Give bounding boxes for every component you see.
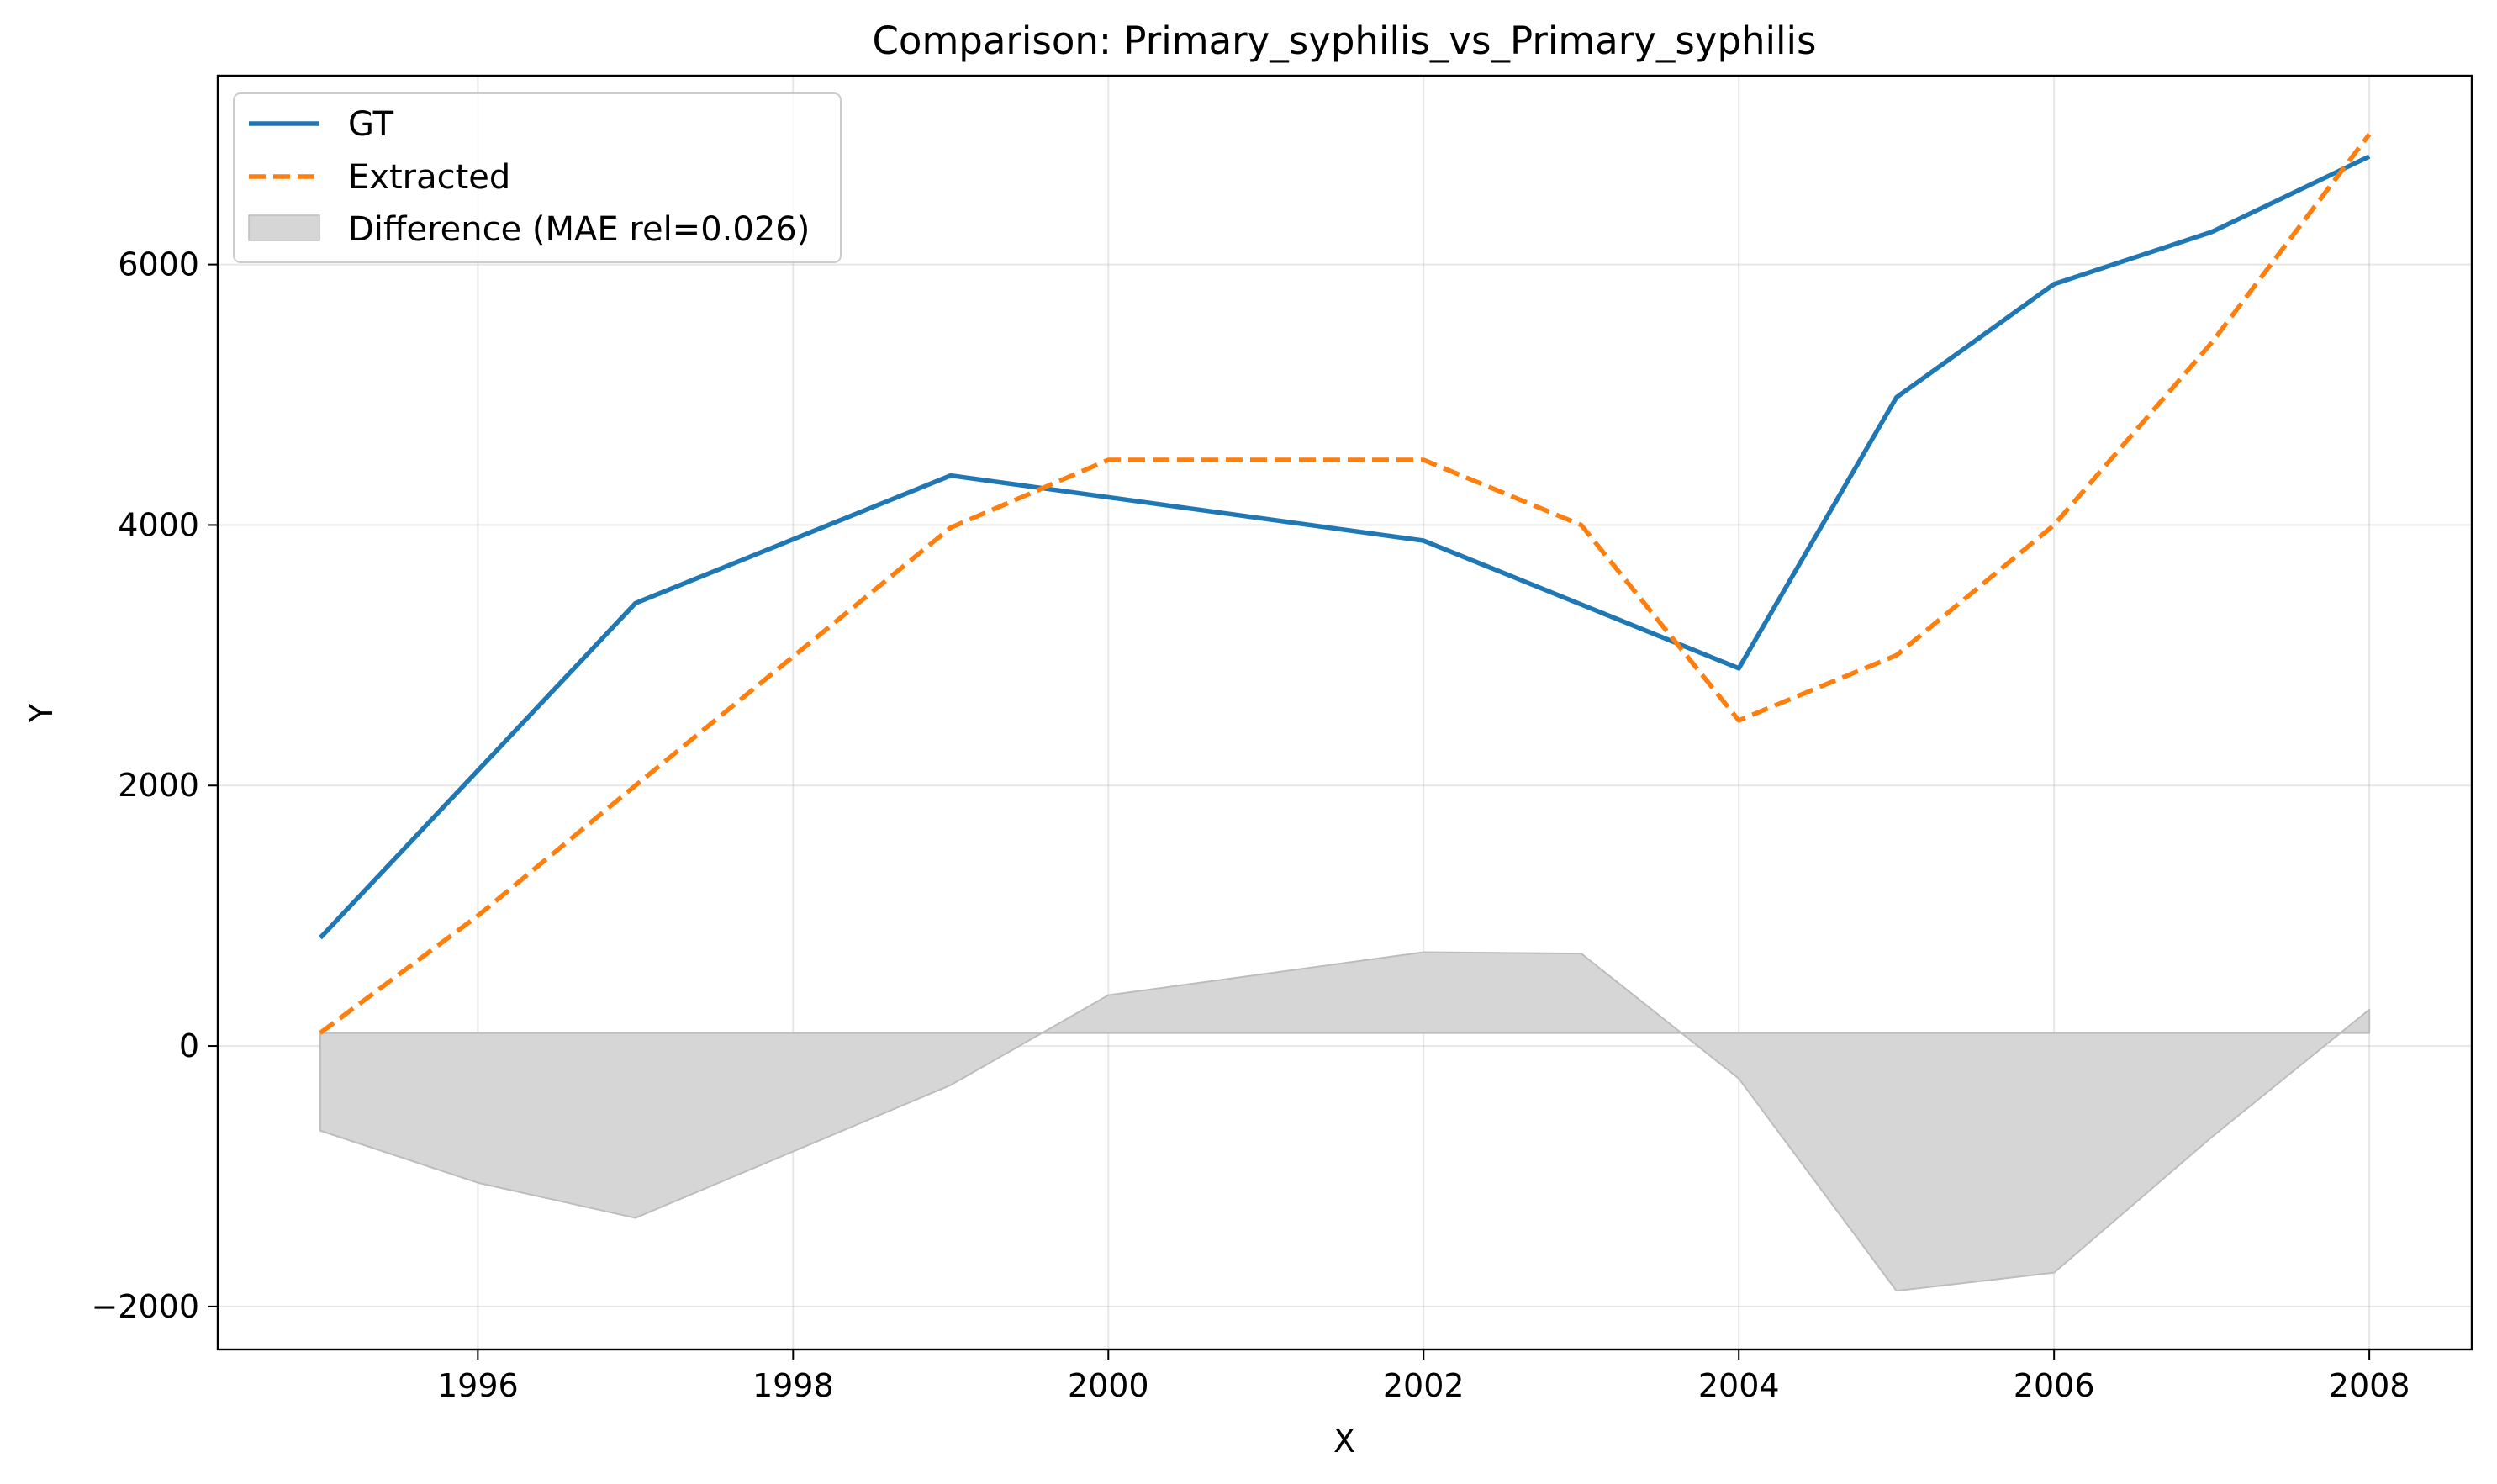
x-tick-label: 2000 (1068, 1367, 1149, 1404)
series-line-gt (318, 154, 2371, 940)
x-tick-label: 1996 (437, 1367, 519, 1404)
legend-gt-label: GT (348, 105, 394, 144)
x-tick-label: 2008 (2329, 1367, 2410, 1404)
plot-frame (216, 74, 2473, 1351)
y-axis-label: Y (23, 703, 60, 724)
y-axis-ticks: −2000 0 2000 4000 6000 (91, 246, 218, 1325)
legend: GT Extracted Difference (MAE rel=0.026) (233, 92, 842, 263)
x-tick-label: 2004 (1698, 1367, 1780, 1404)
legend-extracted-label: Extracted (348, 158, 510, 197)
series-line-extracted (319, 133, 2372, 1035)
difference-fill (319, 951, 2371, 1292)
y-tick-label: 0 (179, 1027, 199, 1064)
x-axis-ticks: 1996 1998 2000 2002 2004 2006 2008 (437, 1349, 2410, 1404)
x-tick-label: 2002 (1383, 1367, 1465, 1404)
x-tick-label: 1998 (752, 1367, 834, 1404)
chart-title: Comparison: Primary_syphilis_vs_Primary_… (873, 18, 1817, 63)
x-tick-label: 2006 (2014, 1367, 2095, 1404)
x-axis-label: X (1333, 1423, 1355, 1460)
y-tick-label: 4000 (118, 506, 199, 543)
y-tick-label: 6000 (118, 246, 199, 283)
y-tick-label: −2000 (91, 1288, 199, 1325)
legend-difference-label: Difference (MAE rel=0.026) (348, 210, 810, 249)
legend-difference-swatch (248, 214, 320, 241)
y-tick-label: 2000 (118, 767, 199, 804)
legend-box (233, 92, 842, 263)
difference-area (319, 951, 2371, 1292)
series-lines (318, 133, 2372, 1035)
